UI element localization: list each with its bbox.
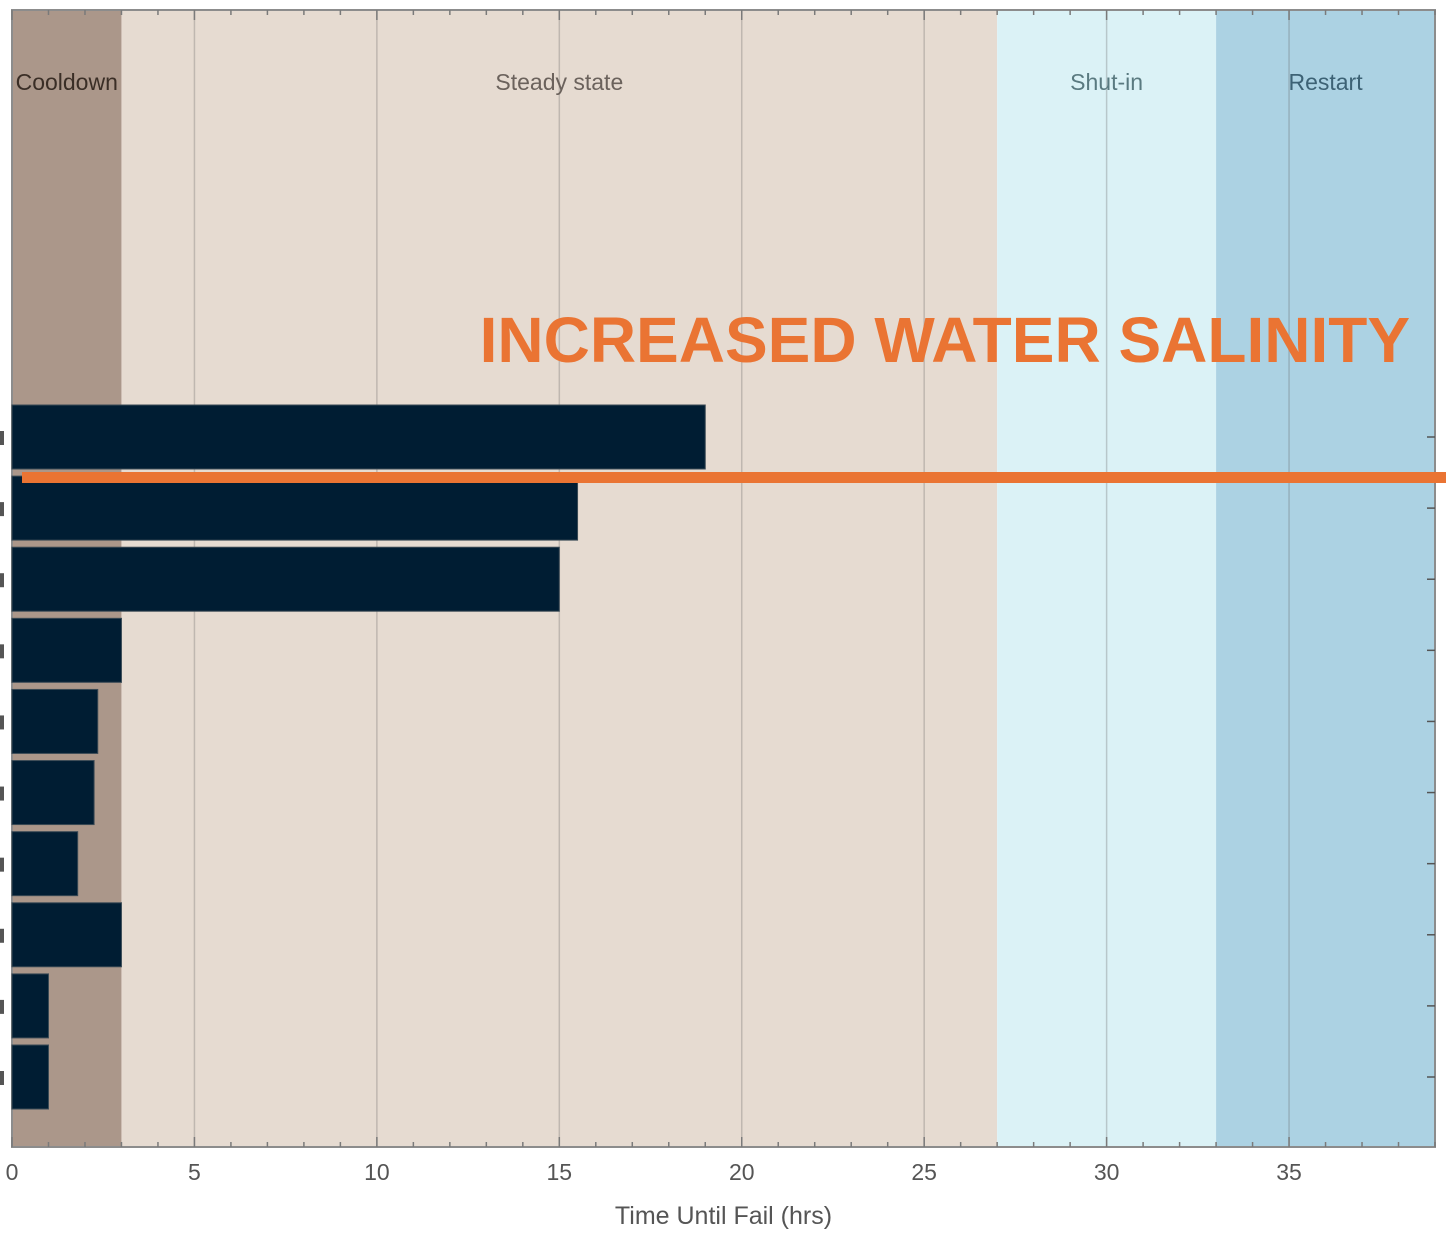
category-label-fragment — [0, 431, 4, 445]
x-tick-label: 0 — [6, 1159, 19, 1185]
annotation-text: INCREASED WATER SALINITY — [480, 304, 1410, 376]
bar — [11, 546, 560, 612]
phase-label: Cooldown — [16, 69, 118, 95]
x-tick-labels: 0 5 10 15 20 25 30 35 — [6, 1159, 1302, 1185]
bar — [11, 902, 122, 968]
category-label-fragment — [0, 644, 4, 659]
bar — [11, 475, 579, 541]
phase-label: Shut-in — [1070, 69, 1143, 95]
x-tick-label: 15 — [547, 1159, 573, 1185]
x-tick-label: 20 — [729, 1159, 755, 1185]
category-label-fragment — [0, 1071, 4, 1085]
phase-labels: Cooldown Steady state Shut-in Restart — [16, 69, 1364, 95]
phase-band — [997, 10, 1217, 1147]
x-tick-label: 35 — [1276, 1159, 1302, 1185]
x-tick-label: 25 — [911, 1159, 937, 1185]
category-label-fragment — [0, 999, 4, 1014]
x-axis-title: Time Until Fail (hrs) — [615, 1202, 832, 1230]
x-tick-label: 30 — [1094, 1159, 1120, 1185]
category-label-fragment — [0, 786, 4, 801]
x-tick-label: 10 — [364, 1159, 390, 1185]
bars — [11, 404, 706, 1110]
bar — [11, 688, 99, 754]
category-label-fragment — [0, 573, 4, 588]
category-label-fragment — [0, 502, 4, 517]
bar — [11, 973, 49, 1039]
category-label-fragment — [0, 857, 4, 872]
phase-band — [1216, 10, 1435, 1147]
bar — [11, 1044, 49, 1110]
x-tick-label: 5 — [188, 1159, 201, 1185]
bar — [11, 760, 95, 826]
axis-ticks — [11, 10, 1436, 1147]
category-label-fragment — [0, 928, 4, 943]
cropped-category-labels — [0, 431, 4, 1085]
annotation-line — [22, 472, 1446, 483]
bar — [11, 831, 79, 897]
phase-label: Restart — [1288, 69, 1363, 95]
category-label-fragment — [0, 715, 4, 730]
bar — [11, 404, 706, 470]
bar — [11, 617, 122, 683]
phase-label: Steady state — [495, 69, 623, 95]
